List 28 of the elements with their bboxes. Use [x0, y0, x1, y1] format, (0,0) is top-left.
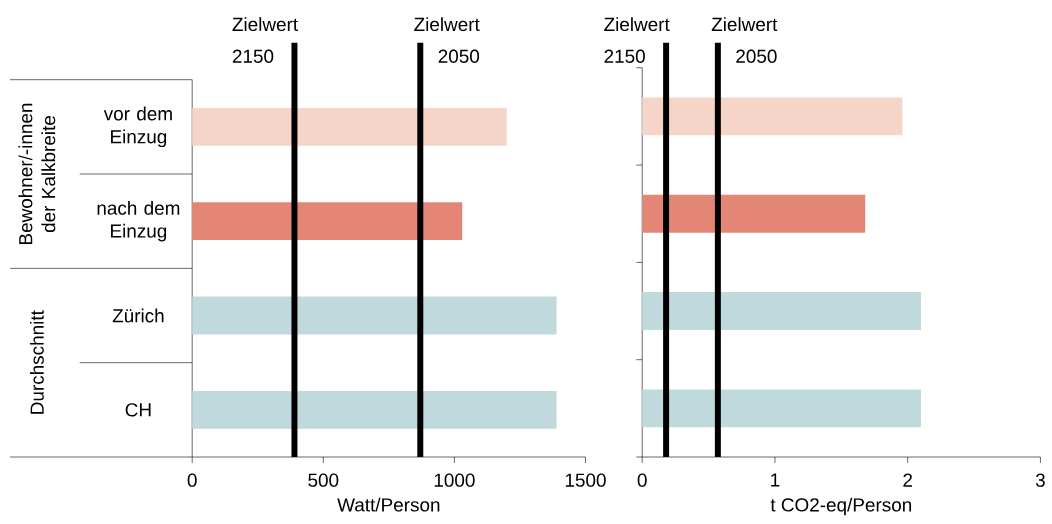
bar	[642, 292, 921, 331]
text: Bewohner/-innen der Kalkbreite	[18, 103, 56, 245]
x-axis-title: t CO2-eq/Person	[770, 497, 912, 516]
bar	[642, 194, 866, 233]
bar	[192, 108, 507, 146]
ref-line-label: Zielwert 2050	[711, 17, 778, 64]
x-tick-label: 2	[903, 473, 913, 487]
bar	[192, 202, 463, 241]
bar	[192, 296, 557, 335]
y-tick-label: CH	[125, 403, 151, 417]
bar	[192, 391, 557, 429]
y-tick-label: nach dem Einzug	[97, 201, 180, 242]
bar	[642, 97, 903, 136]
x-tick-label: 1000	[434, 473, 475, 487]
x-tick-label: 0	[187, 473, 197, 487]
text: Durchschnitt	[29, 310, 44, 414]
x-axis-title: Watt/Person	[337, 497, 440, 512]
y-tick-label: vor dem Einzug	[103, 106, 172, 148]
ref-line-label: Zielwert 2050	[414, 17, 480, 64]
bar	[642, 389, 921, 428]
ref-line-label: Zielwert 2150	[604, 17, 670, 64]
x-tick-label: 0	[637, 473, 647, 487]
x-tick-label: 3	[1035, 473, 1045, 487]
x-tick-label: 500	[308, 473, 339, 487]
x-tick-label: 1500	[565, 473, 606, 487]
ref-line-label: Zielwert 2150	[232, 17, 298, 64]
x-tick-label: 1	[771, 473, 780, 487]
y-tick-label: Zürich	[112, 308, 164, 323]
